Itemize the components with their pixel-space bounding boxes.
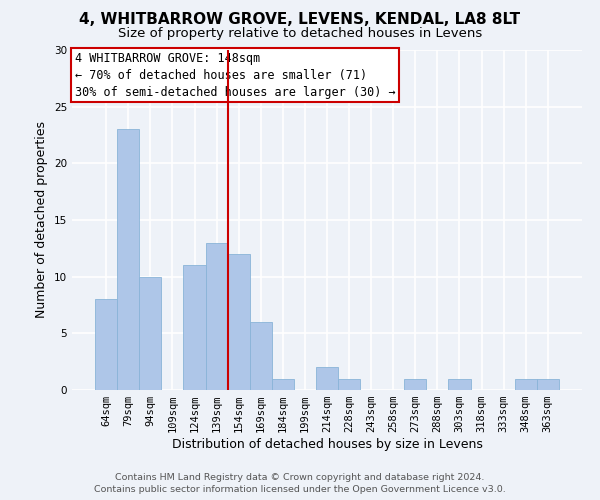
Bar — [316, 368, 338, 390]
Bar — [338, 378, 360, 390]
Text: Size of property relative to detached houses in Levens: Size of property relative to detached ho… — [118, 28, 482, 40]
Bar — [404, 378, 427, 390]
X-axis label: Distribution of detached houses by size in Levens: Distribution of detached houses by size … — [172, 438, 482, 451]
Bar — [515, 378, 537, 390]
Bar — [227, 254, 250, 390]
Bar — [272, 378, 294, 390]
Bar — [250, 322, 272, 390]
Text: Contains HM Land Registry data © Crown copyright and database right 2024.
Contai: Contains HM Land Registry data © Crown c… — [94, 472, 506, 494]
Bar — [95, 300, 117, 390]
Bar — [184, 266, 206, 390]
Text: 4 WHITBARROW GROVE: 148sqm
← 70% of detached houses are smaller (71)
30% of semi: 4 WHITBARROW GROVE: 148sqm ← 70% of deta… — [74, 52, 395, 98]
Bar — [139, 276, 161, 390]
Text: 4, WHITBARROW GROVE, LEVENS, KENDAL, LA8 8LT: 4, WHITBARROW GROVE, LEVENS, KENDAL, LA8… — [79, 12, 521, 28]
Bar — [206, 242, 227, 390]
Y-axis label: Number of detached properties: Number of detached properties — [35, 122, 49, 318]
Bar — [448, 378, 470, 390]
Bar — [537, 378, 559, 390]
Bar — [117, 130, 139, 390]
